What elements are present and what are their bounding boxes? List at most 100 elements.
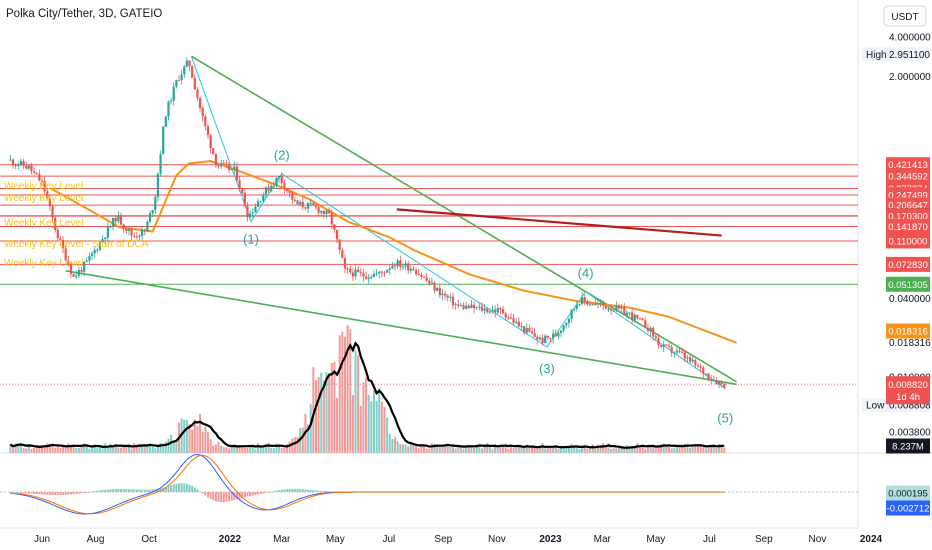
candle: [191, 64, 194, 79]
macd-histogram-bar: [283, 489, 286, 492]
macd-histogram-bar: [196, 489, 199, 492]
volume-bar: [104, 443, 107, 453]
candle: [40, 177, 44, 186]
volume-bar: [64, 446, 67, 453]
volume-bar: [528, 447, 531, 453]
volume-bar: [117, 447, 120, 453]
candle: [61, 236, 65, 254]
trendline-upper-wedge[interactable]: [190, 55, 738, 383]
volume-bar: [69, 444, 72, 453]
macd-histogram-bar: [164, 486, 167, 492]
signal-value-label: -0.002712: [887, 504, 930, 515]
candle: [272, 181, 275, 189]
price-tick-label: 0.040000: [889, 294, 931, 305]
candle: [162, 125, 165, 155]
candle: [351, 267, 354, 281]
macd-histogram-bar: [246, 492, 249, 497]
candle: [425, 273, 428, 283]
volume-bar: [77, 448, 80, 453]
candle: [557, 330, 560, 340]
candles[interactable]: [9, 57, 726, 390]
volume-bar: [396, 441, 399, 453]
currency-button[interactable]: USDT: [883, 5, 927, 27]
price-scale[interactable]: [858, 0, 932, 550]
candle: [249, 210, 252, 219]
macd-histogram-bar: [299, 489, 302, 492]
volume-bar: [56, 446, 59, 453]
volume-bar: [694, 444, 697, 453]
candle: [625, 309, 628, 319]
candle: [462, 302, 465, 310]
volume-bar: [523, 447, 526, 453]
candle: [472, 301, 476, 314]
volume-bar: [72, 444, 75, 453]
candle: [175, 79, 178, 89]
candle: [494, 305, 497, 318]
volume-bar: [602, 443, 605, 453]
macd-histogram-bar: [199, 491, 202, 493]
volume-bar: [296, 437, 299, 453]
trendline-resistance[interactable]: [396, 208, 722, 237]
volume-bar: [615, 448, 618, 453]
macd-histogram-bar: [328, 491, 331, 493]
candle: [546, 335, 549, 341]
currency-label: USDT: [891, 12, 918, 23]
candle: [69, 262, 73, 279]
trendline-lower-wedge[interactable]: [65, 270, 737, 386]
macd-histogram-bar: [201, 492, 204, 494]
volume-bar: [156, 446, 159, 453]
macd-histogram-bar: [25, 492, 28, 494]
macd-histogram-bar: [106, 489, 109, 492]
volume-bar: [612, 448, 615, 453]
volume-bar: [391, 439, 394, 453]
macd-line: [10, 453, 725, 515]
macd-histogram-bar: [175, 483, 178, 492]
candle: [644, 316, 647, 329]
wave-labels: (1) (2) (3) (4) (5): [243, 148, 733, 426]
volume-bar: [657, 445, 660, 453]
candle: [214, 153, 217, 169]
macd-histogram-bar: [254, 492, 257, 496]
volume-bar: [30, 448, 33, 453]
candle: [712, 375, 715, 382]
volume-bar: [141, 446, 144, 453]
volume-bar: [454, 448, 457, 453]
volume-bar: [175, 441, 178, 453]
elliott-wave-path[interactable]: [190, 56, 726, 389]
volume-bar: [25, 448, 28, 453]
macd-histogram-bar: [54, 492, 57, 496]
candle: [93, 246, 96, 259]
macd-histogram-bar: [222, 492, 225, 503]
volume-bar: [704, 448, 707, 453]
countdown-label: 1d 4h: [896, 392, 920, 403]
wave-label: (3): [539, 361, 555, 376]
volume-bar: [433, 443, 436, 453]
volume-bar: [80, 445, 83, 453]
macd-histogram-bar: [235, 492, 238, 500]
macd-histogram-bar: [172, 484, 175, 492]
candle: [80, 267, 83, 275]
volume-bar: [109, 443, 112, 453]
candle: [623, 302, 626, 316]
candle: [85, 257, 88, 263]
candle: [35, 172, 38, 175]
time-axis-labels[interactable]: Jun Aug Oct 2022 Mar May Jul Sep Nov 2023 Mar May Ju…: [34, 534, 883, 545]
candle: [549, 337, 552, 344]
volume-bar: [51, 444, 54, 453]
volume-bar: [48, 444, 51, 453]
candle: [720, 380, 723, 388]
volume-bar: [320, 372, 323, 453]
macd-histogram-bar: [69, 492, 72, 495]
volume-bar: [370, 401, 373, 453]
candle: [654, 334, 657, 342]
candle: [288, 190, 291, 198]
candle: [14, 163, 17, 170]
price-tick-label: 4.000000: [889, 33, 931, 44]
volume-bar: [359, 405, 362, 453]
volume-bar: [22, 448, 25, 453]
volume-bar: [243, 447, 246, 453]
volume-bar: [712, 444, 715, 453]
candle: [696, 363, 700, 368]
volume-bar: [710, 445, 713, 453]
